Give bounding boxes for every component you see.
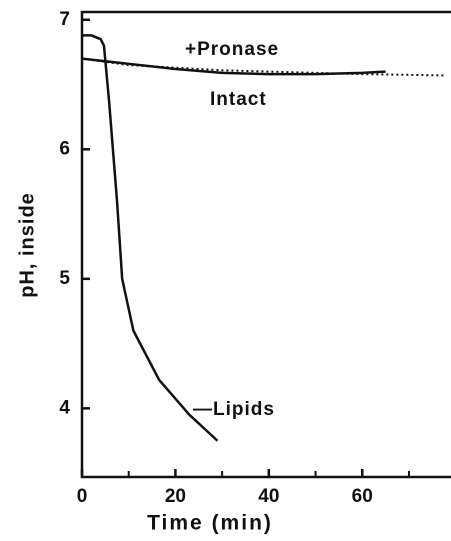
- x-tick-label: 0: [77, 486, 88, 507]
- x-axis-label: Time (min): [147, 512, 273, 535]
- y-tick-label: 4: [59, 397, 70, 418]
- line: [81, 57, 386, 76]
- series-label: —Lipids: [193, 399, 275, 420]
- x-tick-label: 20: [165, 486, 186, 507]
- y-tick-label: 6: [59, 138, 70, 159]
- series-label: +Pronase: [185, 39, 279, 60]
- x-tick-label: 40: [258, 486, 279, 507]
- y-axis-label: pH, inside: [16, 192, 38, 298]
- x-tick-label: 60: [352, 486, 373, 507]
- y-tick-label: 5: [59, 268, 70, 289]
- line: [82, 34, 219, 442]
- y-tick-label: 7: [59, 9, 70, 30]
- series-label: Intact: [210, 89, 267, 110]
